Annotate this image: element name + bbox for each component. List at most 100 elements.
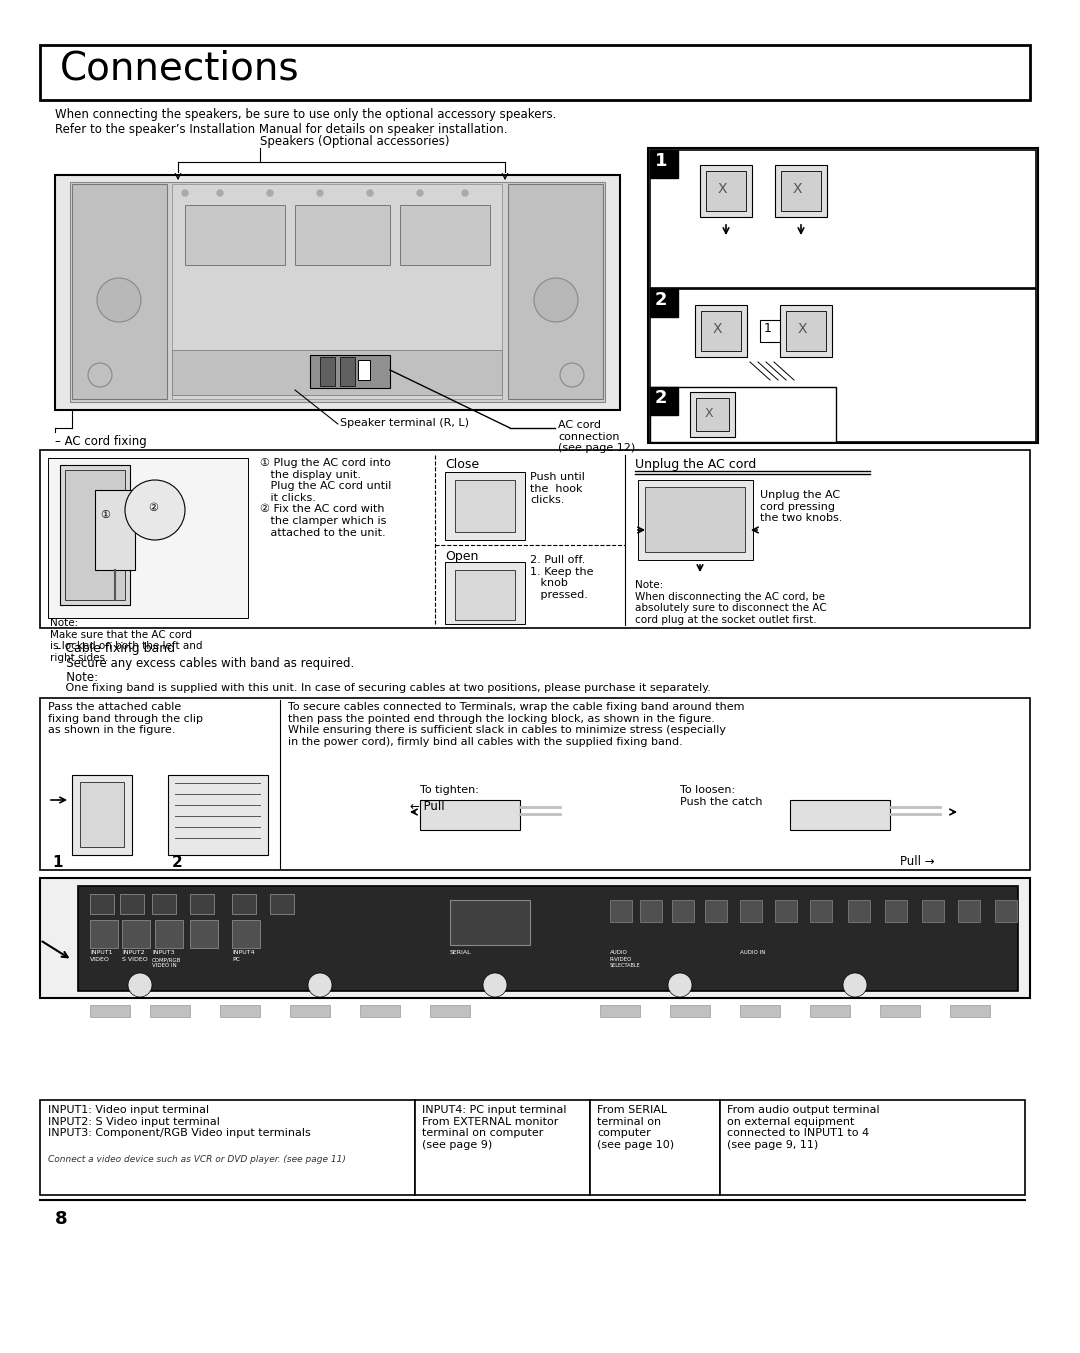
Text: From SERIAL
terminal on
computer
(see page 10): From SERIAL terminal on computer (see pa…: [597, 1105, 674, 1150]
Circle shape: [125, 480, 185, 540]
Bar: [40, 878, 1030, 999]
Bar: [185, 206, 285, 265]
Circle shape: [669, 973, 692, 997]
Bar: [775, 165, 827, 216]
Text: Unplug the AC
cord pressing
the two knobs.: Unplug the AC cord pressing the two knob…: [760, 490, 842, 524]
Text: VIDEO: VIDEO: [90, 957, 110, 962]
Bar: [810, 1005, 850, 1017]
Bar: [610, 900, 632, 921]
Bar: [600, 1005, 640, 1017]
Bar: [650, 290, 678, 317]
Bar: [152, 894, 176, 915]
Text: 2: 2: [654, 390, 667, 407]
Bar: [120, 894, 144, 915]
Circle shape: [534, 277, 578, 322]
Circle shape: [417, 189, 423, 196]
Bar: [232, 894, 256, 915]
Text: When connecting the speakers, be sure to use only the optional accessory speaker: When connecting the speakers, be sure to…: [55, 108, 556, 137]
Bar: [995, 900, 1017, 921]
Text: AUDIO IN: AUDIO IN: [740, 950, 766, 955]
Circle shape: [97, 277, 141, 322]
Bar: [508, 184, 603, 399]
Text: ← Pull: ← Pull: [410, 801, 445, 813]
Bar: [40, 698, 1030, 870]
Text: – Cable fixing band: – Cable fixing band: [55, 643, 175, 655]
Text: Unplug the AC cord: Unplug the AC cord: [635, 459, 756, 471]
Circle shape: [129, 973, 152, 997]
Bar: [950, 1005, 990, 1017]
Circle shape: [267, 189, 273, 196]
Bar: [55, 175, 620, 410]
Bar: [648, 147, 1038, 442]
Text: Connections: Connections: [60, 50, 299, 88]
Bar: [780, 304, 832, 357]
Text: To loosen:
Push the catch: To loosen: Push the catch: [680, 785, 762, 806]
Text: From audio output terminal
on external equipment
connected to INPUT1 to 4
(see p: From audio output terminal on external e…: [727, 1105, 879, 1150]
Text: 2: 2: [172, 855, 183, 870]
Bar: [65, 469, 125, 599]
Bar: [590, 1100, 720, 1195]
Text: S VIDEO: S VIDEO: [122, 957, 148, 962]
Bar: [455, 570, 515, 620]
Bar: [445, 472, 525, 540]
Bar: [70, 183, 605, 402]
Bar: [450, 900, 530, 944]
Bar: [700, 165, 752, 216]
Bar: [880, 1005, 920, 1017]
Bar: [95, 490, 135, 570]
Text: SELECTABLE: SELECTABLE: [610, 963, 640, 967]
Bar: [958, 900, 980, 921]
Bar: [168, 775, 268, 855]
Circle shape: [561, 363, 584, 387]
Bar: [740, 900, 762, 921]
Text: INPUT1: Video input terminal
INPUT2: S Video input terminal
INPUT3: Component/RG: INPUT1: Video input terminal INPUT2: S V…: [48, 1105, 311, 1138]
Bar: [72, 775, 132, 855]
Text: VIDEO IN: VIDEO IN: [152, 963, 177, 967]
Bar: [810, 900, 832, 921]
Bar: [72, 184, 167, 399]
Bar: [885, 900, 907, 921]
Bar: [638, 480, 753, 560]
Text: R-VIDEO: R-VIDEO: [610, 957, 633, 962]
Text: INPUT4: INPUT4: [232, 950, 255, 955]
Bar: [122, 920, 150, 948]
Text: 1: 1: [52, 855, 63, 870]
Bar: [781, 170, 821, 211]
Bar: [400, 206, 490, 265]
Text: AC cord
connection
(see page 12): AC cord connection (see page 12): [558, 419, 635, 453]
Text: AUDIO: AUDIO: [610, 950, 627, 955]
Bar: [705, 900, 727, 921]
Bar: [60, 465, 130, 605]
Text: X: X: [798, 322, 808, 336]
Bar: [190, 920, 218, 948]
Text: Push until
the  hook
clicks.: Push until the hook clicks.: [530, 472, 585, 505]
Bar: [690, 392, 735, 437]
Text: X: X: [705, 407, 714, 419]
Text: ① Plug the AC cord into
   the display unit.
   Plug the AC cord until
   it cli: ① Plug the AC cord into the display unit…: [260, 459, 391, 537]
Text: One fixing band is supplied with this unit. In case of securing cables at two po: One fixing band is supplied with this un…: [55, 683, 711, 693]
Bar: [720, 1100, 1025, 1195]
Text: Note:: Note:: [55, 671, 98, 685]
Text: ①: ①: [100, 510, 110, 520]
Text: Note:
Make sure that the AC cord
is locked on both the left and
right sides.: Note: Make sure that the AC cord is lock…: [50, 618, 203, 663]
Text: Secure any excess cables with band as required.: Secure any excess cables with band as re…: [55, 658, 354, 670]
Bar: [922, 900, 944, 921]
Bar: [740, 1005, 780, 1017]
Text: INPUT3: INPUT3: [152, 950, 175, 955]
Bar: [701, 311, 741, 350]
Bar: [48, 459, 248, 618]
Circle shape: [462, 189, 468, 196]
Bar: [40, 1100, 415, 1195]
Circle shape: [308, 973, 332, 997]
Bar: [445, 561, 525, 624]
Bar: [310, 354, 390, 388]
Text: To tighten:: To tighten:: [420, 785, 478, 796]
Text: X: X: [718, 183, 728, 196]
Bar: [220, 1005, 260, 1017]
Text: Speaker terminal (R, L): Speaker terminal (R, L): [340, 418, 469, 428]
Bar: [650, 290, 1036, 442]
Bar: [40, 451, 1030, 628]
Text: SERIAL: SERIAL: [450, 950, 472, 955]
Bar: [340, 357, 355, 386]
Bar: [696, 304, 747, 357]
